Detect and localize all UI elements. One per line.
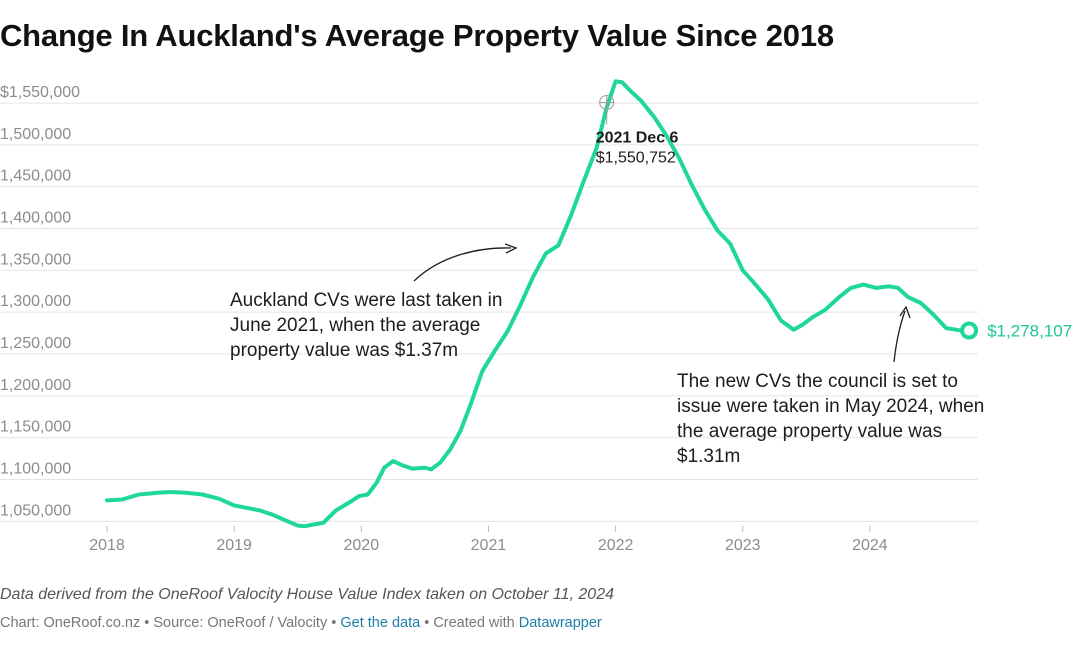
- source-credit: Source: OneRoof / Valocity: [153, 615, 328, 631]
- chart-title: Change In Auckland's Average Property Va…: [0, 18, 834, 53]
- y-tick-label-9: 1,100,000: [0, 460, 71, 477]
- x-tick-label-5: 2023: [725, 537, 761, 554]
- x-tick-label-2: 2020: [344, 537, 380, 554]
- end-value-label: $1,278,107: [987, 321, 1072, 340]
- y-tick-label-2: 1,450,000: [0, 168, 71, 185]
- annotation-cv-2021-arrowhead: [504, 243, 518, 254]
- chart-credit: Chart: OneRoof.co.nz: [0, 615, 141, 631]
- footer-credits: Chart: OneRoof.co.nz • Source: OneRoof /…: [0, 615, 602, 631]
- get-the-data-link[interactable]: Get the data: [340, 615, 421, 631]
- annotation-cv-2021-line-1: Auckland CVs were last taken in: [230, 290, 502, 311]
- datawrapper-link[interactable]: Datawrapper: [518, 615, 602, 631]
- annotation-cv-2021-line-3: property value was $1.37m: [230, 340, 458, 361]
- x-tick-label-6: 2024: [852, 537, 888, 554]
- annotation-cv-2024: The new CVs the council is set to issue …: [677, 371, 990, 467]
- annotations-layer: Auckland CVs were last taken in June 202…: [230, 243, 990, 467]
- y-tick-label-5: 1,300,000: [0, 293, 71, 310]
- y-tick-label-7: 1,200,000: [0, 377, 71, 394]
- annotation-cv-2024-line-2: issue were taken in May 2024, when: [677, 396, 984, 417]
- y-tick-label-0: $1,550,000: [0, 84, 80, 101]
- y-tick-label-10: 1,050,000: [0, 502, 71, 519]
- y-tick-label-4: 1,350,000: [0, 251, 71, 268]
- x-tick-label-4: 2022: [598, 537, 634, 554]
- annotation-cv-2021-arrow: [413, 247, 512, 282]
- y-tick-label-8: 1,150,000: [0, 419, 71, 436]
- y-tick-label-6: 1,250,000: [0, 335, 71, 352]
- peak-highlight: 2021 Dec 6 $1,550,752: [596, 94, 679, 166]
- peak-date-label: 2021 Dec 6: [596, 129, 679, 146]
- x-tick-label-0: 2018: [89, 537, 125, 554]
- annotation-cv-2024-line-1: The new CVs the council is set to: [677, 371, 958, 392]
- separator: •: [140, 615, 154, 631]
- annotation-cv-2024-line-4: $1.31m: [677, 446, 740, 467]
- peak-value-label: $1,550,752: [596, 149, 676, 166]
- data-note: Data derived from the OneRoof Valocity H…: [0, 586, 614, 603]
- x-tick-label-3: 2021: [471, 537, 507, 554]
- separator: •: [420, 615, 434, 631]
- annotation-cv-2024-arrowhead: [899, 305, 911, 319]
- grid-layer: [0, 102, 978, 522]
- line-chart: $1,550,000 1,500,000 1,450,000 1,400,000 1,3…: [0, 79, 1072, 554]
- separator: •: [327, 615, 341, 631]
- x-tick-label-1: 2019: [216, 537, 252, 554]
- series-line: [105, 79, 972, 529]
- y-axis: $1,550,000 1,500,000 1,450,000 1,400,000 1,3…: [0, 84, 80, 519]
- annotation-cv-2021: Auckland CVs were last taken in June 202…: [230, 290, 508, 361]
- annotation-cv-2024-arrow: [893, 310, 906, 363]
- annotation-cv-2021-line-2: June 2021, when the average: [230, 315, 480, 336]
- x-axis: 2018 2019 2020 2021 2022 2023 2024: [89, 526, 888, 554]
- y-tick-label-3: 1,400,000: [0, 210, 71, 227]
- end-point-marker: [960, 321, 979, 340]
- y-tick-label-1: 1,500,000: [0, 126, 71, 143]
- created-with-label: Created with: [433, 615, 519, 631]
- annotation-cv-2024-line-3: the average property value was: [677, 421, 942, 442]
